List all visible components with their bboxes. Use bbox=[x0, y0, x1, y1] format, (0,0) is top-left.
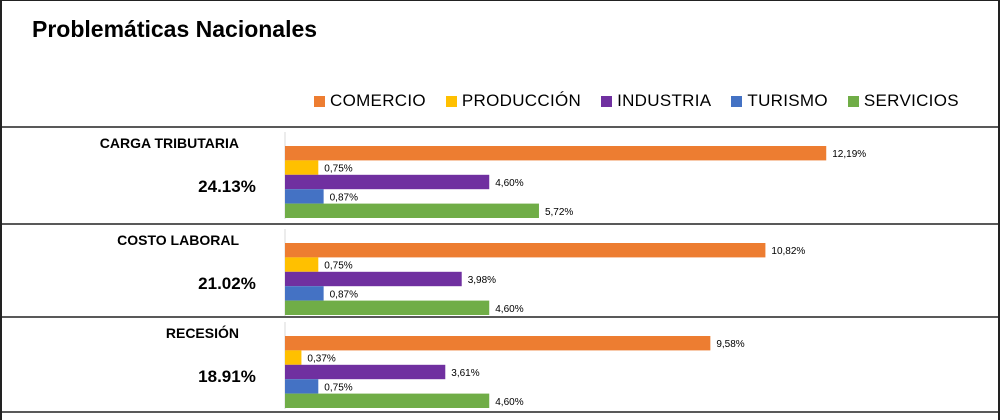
bar-costo-laboral-comercio bbox=[285, 243, 766, 258]
data-label-recesi-n-producci-n: 0,37% bbox=[307, 354, 335, 365]
bar-costo-laboral-turismo bbox=[285, 286, 324, 301]
legend-swatch-industria bbox=[601, 95, 613, 107]
legend-label-industria: INDUSTRIA bbox=[617, 91, 712, 110]
data-label-carga-tributaria-turismo: 0,87% bbox=[330, 192, 358, 203]
legend-item-turismo: TURISMO bbox=[731, 91, 828, 111]
data-label-costo-laboral-producci-n: 0,75% bbox=[324, 261, 352, 272]
chart-title: Problemáticas Nacionales bbox=[32, 16, 318, 42]
legend-swatch-comercio bbox=[314, 95, 325, 107]
group-label-recesi-n: RECESIÓN bbox=[166, 324, 239, 341]
bar-costo-laboral-producci-n bbox=[285, 257, 319, 272]
group-total-costo-laboral: 21.02% bbox=[198, 274, 256, 293]
bar-costo-laboral-industria bbox=[285, 271, 462, 287]
legend-label-comercio: COMERCIO bbox=[330, 91, 426, 110]
data-label-carga-tributaria-servicios: 5,72% bbox=[545, 207, 573, 218]
group-label-carga-tributaria: CARGA TRIBUTARIA bbox=[100, 135, 239, 151]
legend-item-servicios: SERVICIOS bbox=[847, 91, 959, 111]
bar-carga-tributaria-producci-n bbox=[285, 160, 319, 175]
data-label-recesi-n-servicios: 4,60% bbox=[495, 397, 523, 408]
bar-recesi-n-comercio bbox=[285, 336, 711, 351]
legend-swatch-turismo bbox=[731, 95, 743, 107]
data-label-costo-laboral-comercio: 10,82% bbox=[771, 246, 805, 257]
data-label-recesi-n-industria: 3,61% bbox=[451, 368, 479, 379]
bar-carga-tributaria-industria bbox=[285, 174, 490, 190]
legend-item-comercio: COMERCIO bbox=[314, 91, 426, 111]
bar-carga-tributaria-comercio bbox=[285, 146, 827, 161]
legend-swatch-servicios bbox=[847, 95, 859, 107]
legend-item-industria: INDUSTRIA bbox=[601, 91, 711, 111]
data-label-carga-tributaria-producci-n: 0,75% bbox=[324, 164, 352, 175]
bar-carga-tributaria-servicios bbox=[285, 203, 539, 218]
legend-label-servicios: SERVICIOS bbox=[863, 91, 959, 110]
data-label-carga-tributaria-comercio: 12,19% bbox=[832, 149, 866, 160]
group-label-costo-laboral: COSTO LABORAL bbox=[117, 232, 239, 248]
chart-legend: COMERCIO PRODUCCIÓN INDUSTRIA TURISMO SE… bbox=[314, 91, 979, 111]
data-label-recesi-n-turismo: 0,75% bbox=[324, 382, 352, 393]
legend-swatch-produccion bbox=[445, 95, 457, 107]
legend-label-turismo: TURISMO bbox=[747, 91, 828, 110]
data-label-recesi-n-comercio: 9,58% bbox=[716, 339, 744, 350]
bar-costo-laboral-servicios bbox=[285, 300, 490, 315]
data-label-carga-tributaria-industria: 4,60% bbox=[495, 178, 523, 189]
bar-recesi-n-servicios bbox=[285, 393, 490, 408]
bar-recesi-n-industria bbox=[285, 364, 446, 380]
bar-recesi-n-turismo bbox=[285, 379, 319, 394]
data-label-costo-laboral-servicios: 4,60% bbox=[495, 304, 523, 315]
legend-label-produccion: PRODUCCIÓN bbox=[461, 91, 582, 110]
legend-item-produccion: PRODUCCIÓN bbox=[445, 91, 582, 111]
data-label-costo-laboral-turismo: 0,87% bbox=[330, 289, 358, 300]
group-total-recesi-n: 18.91% bbox=[198, 367, 256, 386]
group-total-carga-tributaria: 24.13% bbox=[198, 177, 256, 196]
data-label-costo-laboral-industria: 3,98% bbox=[468, 275, 496, 286]
bar-recesi-n-producci-n bbox=[285, 350, 302, 365]
bar-carga-tributaria-turismo bbox=[285, 189, 324, 204]
